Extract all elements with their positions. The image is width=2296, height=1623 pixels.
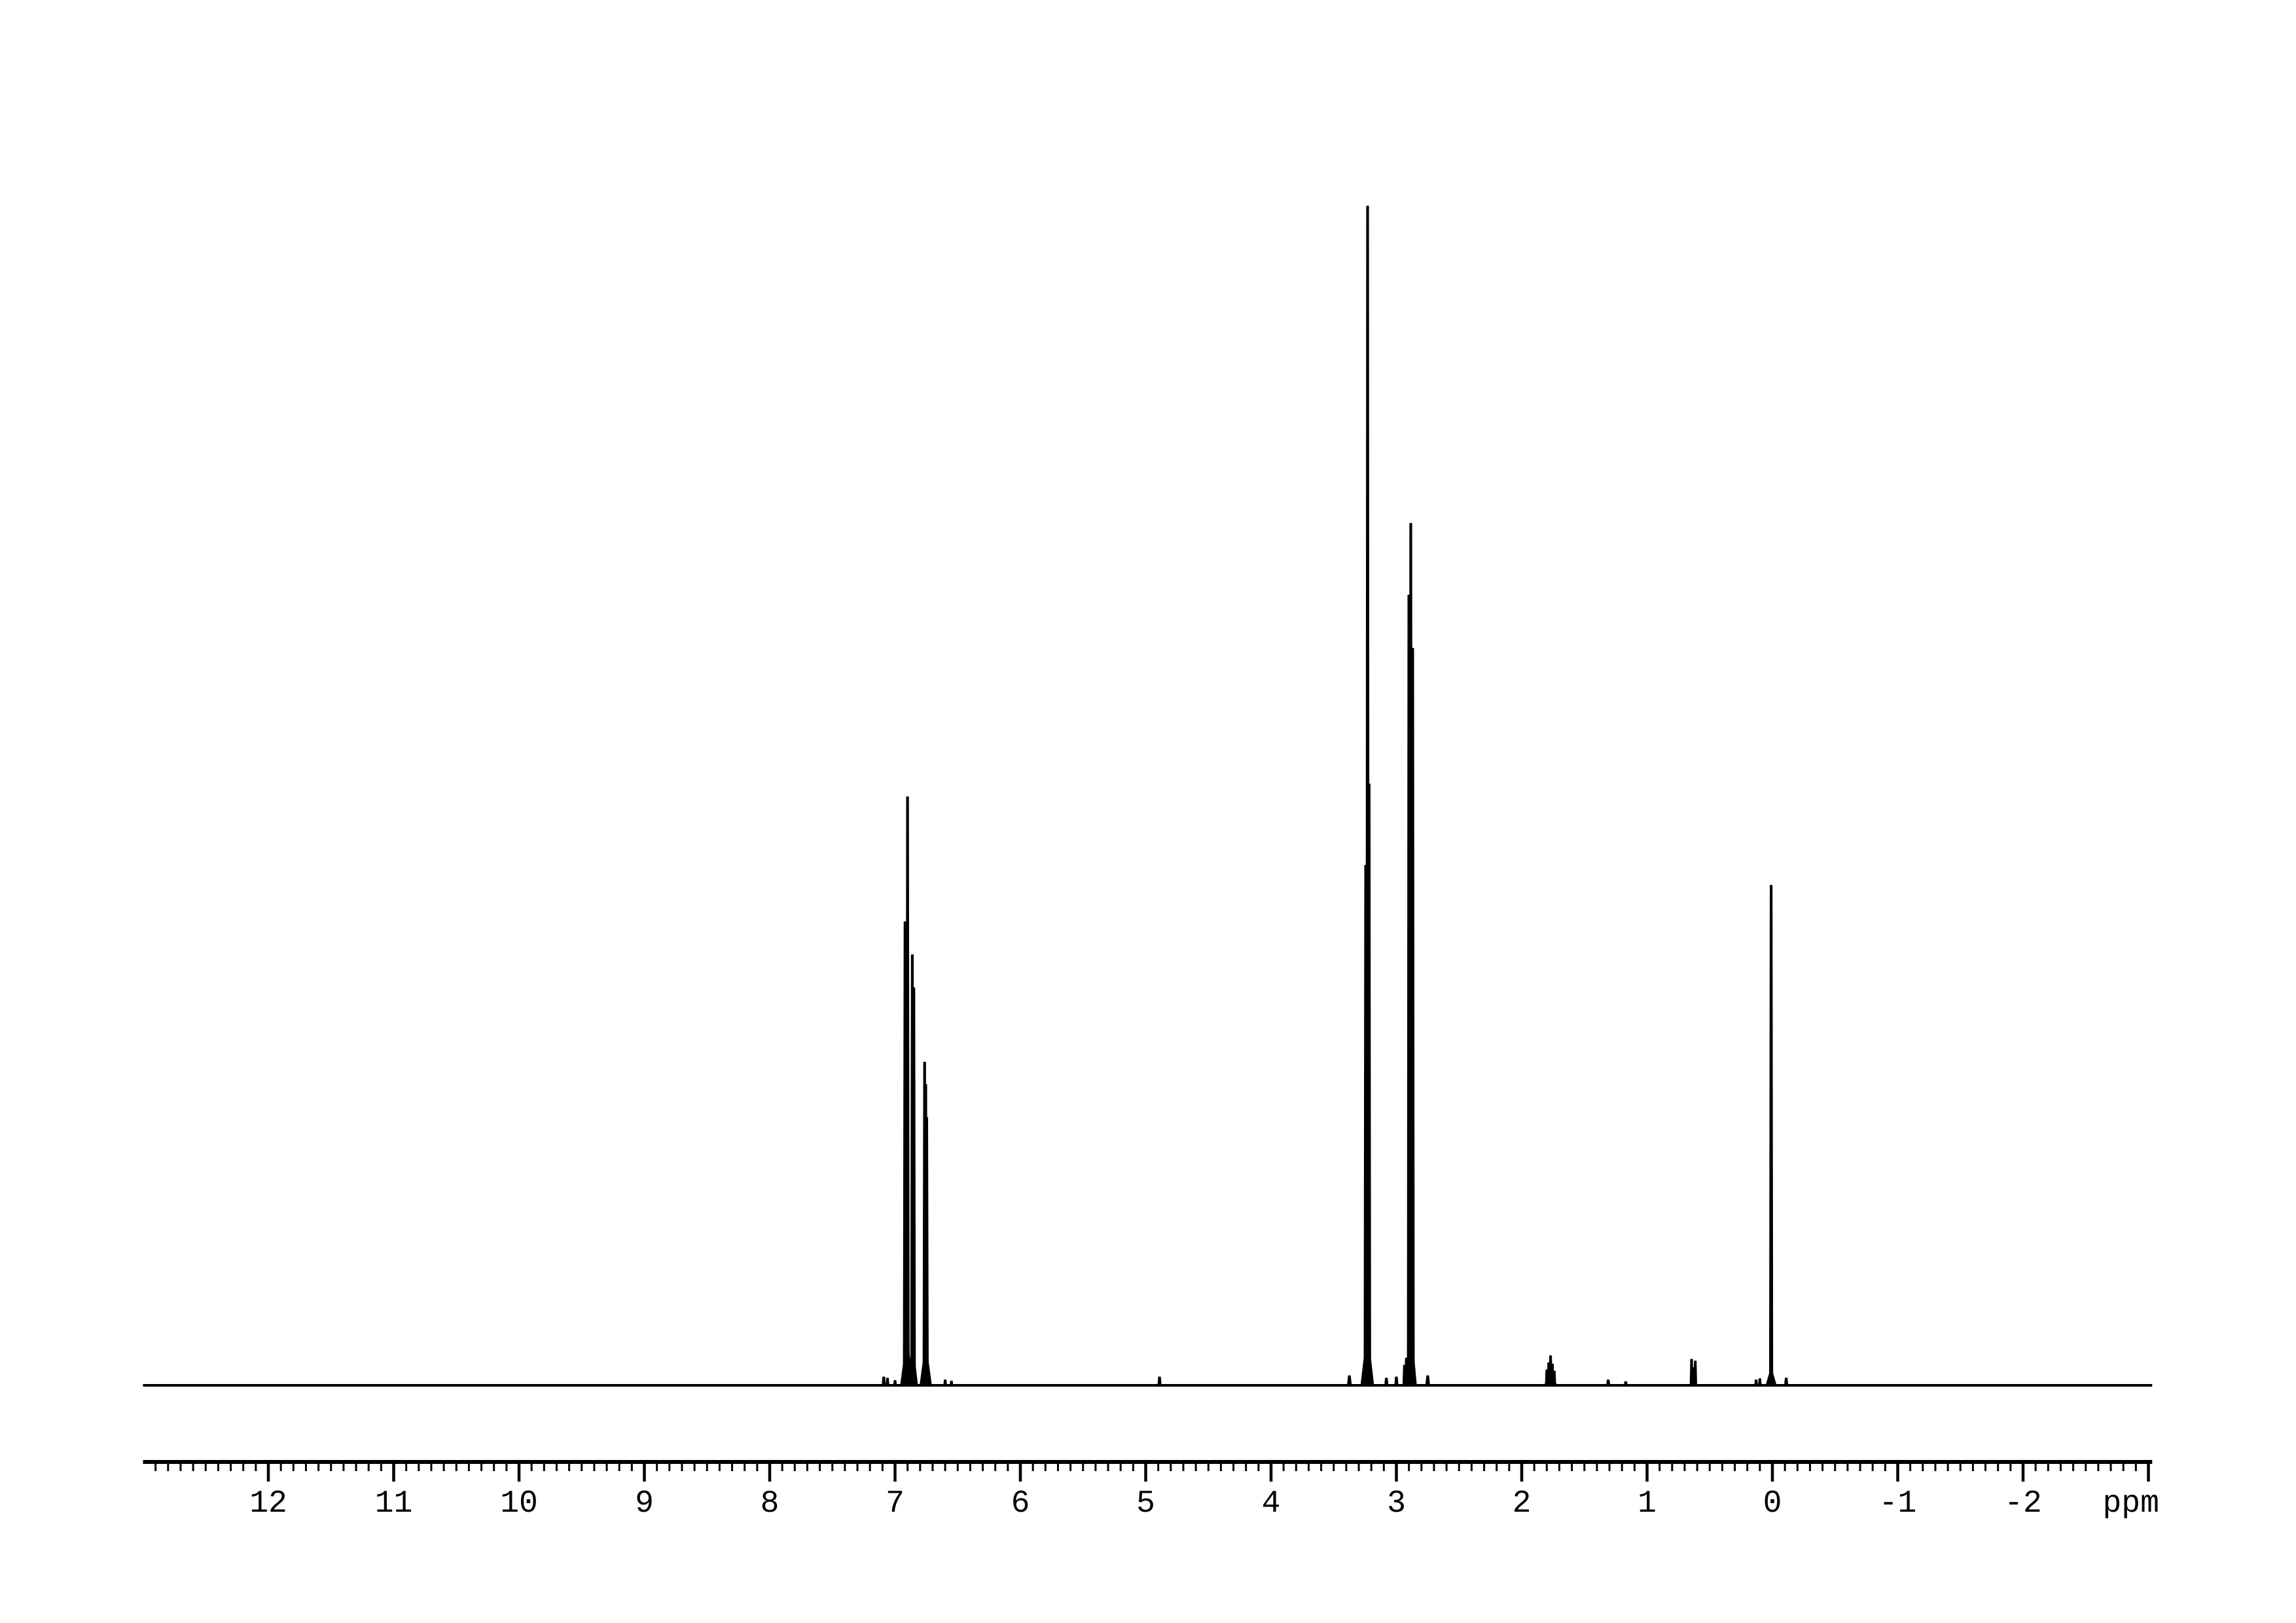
- nmr-peak: [924, 1117, 929, 1386]
- nmr-peak: [1384, 1377, 1389, 1386]
- nmr-peak: [905, 796, 910, 1386]
- x-axis-tick-label: 10: [500, 1486, 538, 1522]
- nmr-peak: [912, 987, 916, 1386]
- nmr-peak: [1360, 1338, 1374, 1386]
- x-axis-tick-label: 4: [1262, 1486, 1281, 1522]
- nmr-peak: [1758, 1378, 1762, 1386]
- x-axis-tick-label: 8: [761, 1486, 780, 1522]
- x-axis-tick-label: 9: [635, 1486, 654, 1522]
- nmr-peak: [1394, 1376, 1399, 1386]
- x-axis: 12 11 10 9 8 7 6 5 4 3 2 1 0 -1 -2 ppm: [143, 1460, 2159, 1522]
- nmr-peak: [1367, 783, 1371, 1386]
- nmr-peak: [1410, 647, 1415, 1386]
- nmr-peak: [949, 1380, 954, 1386]
- x-axis-tick-label: 6: [1011, 1486, 1030, 1522]
- x-axis-tick-label: 12: [249, 1486, 287, 1522]
- nmr-peak: [920, 1349, 932, 1386]
- nmr-peak: [1754, 1379, 1758, 1386]
- nmr-peak: [1404, 1332, 1417, 1386]
- nmr-peak: [1765, 1370, 1777, 1386]
- nmr-peak: [882, 1376, 886, 1386]
- nmr-peak: [1623, 1381, 1628, 1386]
- x-axis-tick-label: -2: [2004, 1486, 2042, 1522]
- nmr-peak: [1347, 1375, 1352, 1386]
- x-axis-tick-label: 5: [1136, 1486, 1155, 1522]
- nmr-peak: [1769, 884, 1774, 1386]
- nmr-peak: [943, 1379, 947, 1386]
- x-axis-tick-label: 0: [1763, 1486, 1782, 1522]
- nmr-peak: [886, 1377, 889, 1386]
- x-axis-tick-label: 3: [1387, 1486, 1406, 1522]
- nmr-peak: [908, 1355, 918, 1386]
- x-axis-tick-label: -1: [1879, 1486, 1917, 1522]
- nmr-peak: [1784, 1377, 1789, 1386]
- x-axis-tick-label: 11: [375, 1486, 413, 1522]
- x-axis-tick-label: 2: [1513, 1486, 1532, 1522]
- x-axis-tick-label: 7: [886, 1486, 905, 1522]
- spectrum-trace: [143, 206, 2153, 1387]
- nmr-peak: [1543, 1375, 1558, 1386]
- nmr-peak: [1693, 1360, 1697, 1386]
- x-axis-tick-label: 1: [1638, 1486, 1657, 1522]
- nmr-peak: [1425, 1375, 1430, 1386]
- nmr-peak: [1157, 1376, 1162, 1386]
- nmr-peak: [893, 1380, 897, 1386]
- nmr-peak: [1606, 1379, 1611, 1386]
- x-axis-unit-label: ppm: [2102, 1486, 2159, 1522]
